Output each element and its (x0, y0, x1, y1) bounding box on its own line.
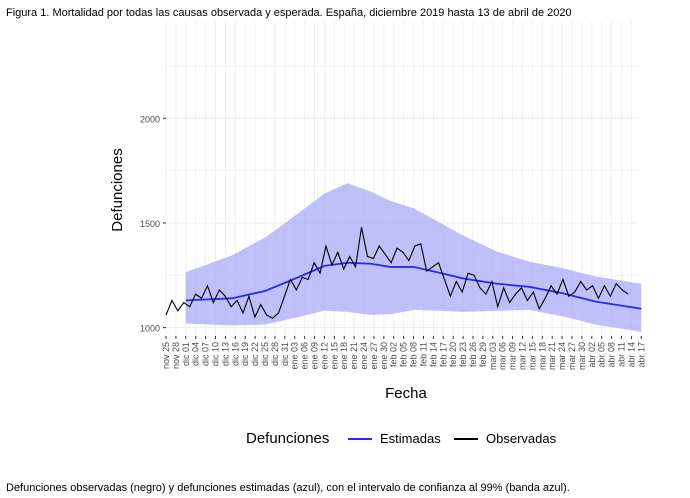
x-tick-label: mar 18 (537, 342, 547, 370)
confidence-band-layer (185, 183, 642, 332)
x-tick-label: ene 24 (359, 342, 369, 370)
x-tick-label: feb 14 (428, 342, 438, 367)
x-tick-label: nov 25 (161, 342, 171, 369)
x-tick-label: mar 03 (488, 342, 498, 370)
x-tick-label: feb 08 (409, 342, 419, 367)
x-tick-label: abr 11 (616, 342, 626, 367)
x-tick-label: ene 12 (319, 342, 329, 370)
x-tick-label: feb 23 (458, 342, 468, 367)
x-tick-label: ene 27 (369, 342, 379, 370)
x-tick-label: dic 22 (250, 342, 260, 366)
x-tick-label: abr 05 (597, 342, 607, 368)
x-tick-label: feb 05 (399, 342, 409, 367)
x-tick-label: ene 18 (339, 342, 349, 370)
x-tick-label: abr 02 (587, 342, 597, 368)
x-tick-label: dic 25 (260, 342, 270, 366)
x-tick-label: dic 10 (211, 342, 221, 366)
legend-label-observadas: Observadas (486, 431, 557, 446)
x-tick-label: dic 16 (230, 342, 240, 366)
x-tick-label: feb 11 (418, 342, 428, 366)
figure-title: Figura 1. Mortalidad por todas las causa… (6, 7, 572, 19)
x-tick-label: mar 15 (527, 342, 537, 370)
x-tick-label: feb 26 (468, 342, 478, 367)
x-tick-label: dic 01 (181, 342, 191, 366)
x-tick-label: feb 20 (448, 342, 458, 367)
x-tick-label: abr 14 (626, 342, 636, 368)
x-tick-label: dic 31 (280, 342, 290, 366)
x-tick-label: mar 09 (508, 342, 518, 370)
x-tick-label: feb 29 (478, 342, 488, 367)
x-tick-label: ene 21 (349, 342, 359, 370)
x-tick-label: dic 04 (191, 342, 201, 366)
figure-footer: Defunciones observadas (negro) y defunci… (6, 482, 570, 494)
x-tick-label: mar 24 (557, 342, 567, 370)
x-tick-label: mar 27 (567, 342, 577, 370)
legend: Defunciones Estimadas Observadas (246, 430, 557, 447)
y-tick-label: 2000 (140, 114, 160, 124)
x-tick-label: abr 08 (607, 342, 617, 368)
series-line-estimadas (185, 261, 642, 310)
x-tick-label: ene 03 (290, 342, 300, 370)
x-tick-label: dic 07 (201, 342, 211, 366)
x-tick-label: dic 13 (220, 342, 230, 366)
x-tick-label: ene 15 (329, 342, 339, 370)
series-line-observadas (165, 227, 629, 319)
x-axis-title: Fecha (385, 385, 427, 402)
x-axis-ticks: nov 25 nov 28 dic 01 dic 04 dic 07 dic 10 dic … (161, 336, 646, 370)
x-tick-label: dic 28 (270, 342, 280, 366)
series-layer (165, 227, 642, 319)
x-tick-label: ene 06 (300, 342, 310, 370)
confidence-band (185, 183, 642, 332)
x-tick-label: mar 30 (577, 342, 587, 370)
x-tick-label: mar 21 (547, 342, 557, 370)
x-tick-label: feb 17 (438, 342, 448, 367)
x-tick-label: mar 12 (517, 342, 527, 370)
x-tick-label: mar 06 (498, 342, 508, 370)
x-tick-label: ene 30 (379, 342, 389, 370)
legend-title: Defunciones (246, 430, 329, 447)
x-tick-label: nov 28 (171, 342, 181, 369)
x-tick-label: abr 17 (636, 342, 646, 368)
y-axis-ticks: 1000 1500 2000 (140, 114, 166, 334)
x-tick-label: dic 19 (240, 342, 250, 366)
x-tick-label: feb 02 (389, 342, 399, 367)
x-tick-label: ene 09 (310, 342, 320, 370)
legend-label-estimadas: Estimadas (380, 431, 441, 446)
y-tick-label: 1000 (140, 324, 160, 334)
y-axis-title: Defunciones (109, 148, 126, 231)
y-tick-label: 1500 (140, 219, 160, 229)
